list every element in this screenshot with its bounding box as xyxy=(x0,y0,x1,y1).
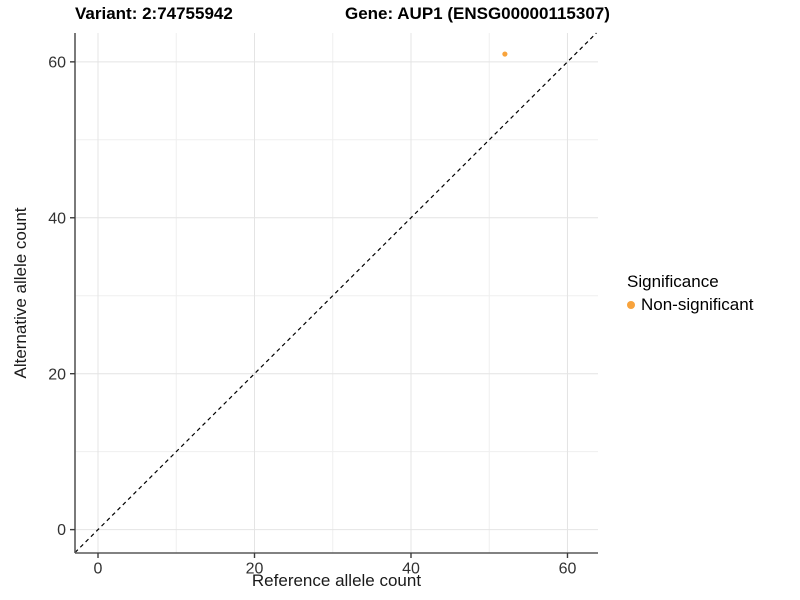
legend-item: Non-significant xyxy=(627,295,753,315)
legend-item-label: Non-significant xyxy=(641,295,754,314)
x-tick-label: 60 xyxy=(559,560,577,577)
y-tick-label: 20 xyxy=(48,366,66,383)
x-tick-label: 20 xyxy=(246,560,264,577)
y-tick-label: 40 xyxy=(48,210,66,227)
y-tick-label: 0 xyxy=(57,522,66,539)
y-tick-label: 60 xyxy=(48,54,66,71)
legend-point-swatch xyxy=(627,301,635,309)
identity-line xyxy=(74,32,597,553)
x-tick-label: 40 xyxy=(402,560,420,577)
scatter-point xyxy=(502,51,508,57)
x-axis-title: Reference allele count xyxy=(251,571,422,590)
y-axis-title: Alternative allele count xyxy=(11,207,30,379)
legend: Significance Non-significant xyxy=(627,271,753,315)
plot-title-variant: Variant: 2:74755942 xyxy=(75,4,233,23)
legend-title: Significance xyxy=(627,272,719,291)
x-tick-label: 0 xyxy=(94,560,103,577)
plot-title-gene: Gene: AUP1 (ENSG00000115307) xyxy=(345,4,610,23)
